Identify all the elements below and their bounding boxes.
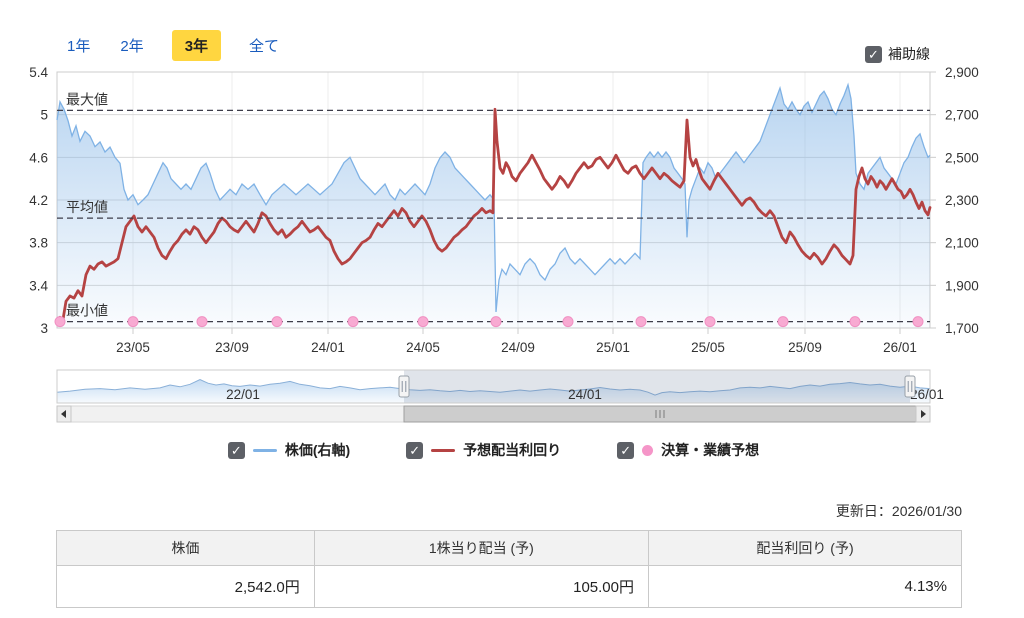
earnings-dot[interactable] xyxy=(127,316,139,328)
earnings-dot[interactable] xyxy=(704,316,716,328)
right-axis-label: 2,100 xyxy=(945,236,979,251)
right-axis-label: 2,500 xyxy=(945,150,979,165)
navigator-selected-mask[interactable] xyxy=(404,370,910,403)
header-stock-price: 株価 xyxy=(56,530,315,566)
right-axis-label: 2,900 xyxy=(945,65,979,80)
legend-item-stock-price[interactable]: 株価(右軸) xyxy=(227,440,351,460)
legend-checkbox-earnings[interactable] xyxy=(617,441,635,459)
x-axis-label: 24/01 xyxy=(311,340,345,355)
header-dividend-yield: 配当利回り (予) xyxy=(648,530,962,566)
legend-checkbox-dividend-yield[interactable] xyxy=(406,441,424,459)
helper-line-checkbox-icon[interactable] xyxy=(865,45,882,63)
navigator-border xyxy=(56,369,931,404)
navigator-line xyxy=(56,379,931,396)
value-stock-price: 2,542.0円 xyxy=(56,565,315,608)
earnings-dot[interactable] xyxy=(635,316,647,328)
min-label: 最小値 xyxy=(66,303,108,319)
earnings-dot[interactable] xyxy=(490,316,502,328)
dividend-yield-line xyxy=(55,107,932,323)
left-axis-label: 3 xyxy=(40,321,48,336)
left-arrow-icon xyxy=(61,410,66,418)
dividend-yield-line-icon xyxy=(431,448,456,452)
earnings-dot[interactable] xyxy=(54,316,66,328)
left-axis-label: 4.2 xyxy=(29,193,48,208)
range-button-1y[interactable]: 1年 xyxy=(67,38,91,55)
earnings-dot[interactable] xyxy=(912,316,924,328)
updated-date: 更新日：2026/01/30 xyxy=(835,503,962,519)
stock-price-line xyxy=(56,82,931,313)
helper-line-label: 補助線 xyxy=(888,46,930,62)
earnings-dot[interactable] xyxy=(196,316,208,328)
legend-label-dividend-yield: 予想配当利回り xyxy=(463,442,562,458)
stock-price-line-icon xyxy=(252,448,277,452)
navigator-axis-label: 26/01 xyxy=(910,387,944,402)
value-dividend-per-share: 105.00円 xyxy=(313,565,650,608)
right-arrow-icon xyxy=(921,410,926,418)
earnings-dot[interactable] xyxy=(777,316,789,328)
main-chart-svg: 23/05 23/09 24/01 24/05 24/09 25/01 25/05 25/09… xyxy=(29,65,979,423)
navigator-area xyxy=(57,379,930,403)
x-axis-label: 24/05 xyxy=(406,340,440,355)
navigator-handle-right[interactable] xyxy=(904,375,916,398)
navigator-axis-label: 24/01 xyxy=(568,387,602,402)
x-axis-label: 23/05 xyxy=(116,340,150,355)
range-button-2y[interactable]: 2年 xyxy=(120,38,144,55)
x-axis-label: 25/01 xyxy=(596,340,630,355)
navigator-axis-label: 22/01 xyxy=(226,387,260,402)
chart-area: 23/05 23/09 24/01 24/05 24/09 25/01 25/05 25/09… xyxy=(29,65,979,423)
x-axis-label: 25/05 xyxy=(691,340,725,355)
legend-checkbox-stock-price[interactable] xyxy=(227,441,245,459)
max-label: 最大値 xyxy=(66,91,108,107)
right-axis-label: 2,700 xyxy=(945,108,979,123)
left-axis-label: 4.6 xyxy=(29,150,48,165)
earnings-dot[interactable] xyxy=(849,316,861,328)
x-axis-label: 24/09 xyxy=(501,340,535,355)
summary-table-wrap: 株価 1株当り配当 (予) 配当利回り (予) 2,542.0円 105.00円… xyxy=(56,530,962,608)
right-axis-label: 1,900 xyxy=(945,278,979,293)
x-axis-label: 23/09 xyxy=(215,340,249,355)
x-axis-label: 25/09 xyxy=(788,340,822,355)
legend-item-dividend-yield[interactable]: 予想配当利回り xyxy=(406,440,561,460)
earnings-dot[interactable] xyxy=(271,316,283,328)
legend-label-earnings: 決算・業績予想 xyxy=(661,442,760,458)
avg-label: 平均値 xyxy=(66,199,108,215)
right-axis-label: 1,700 xyxy=(945,321,979,336)
earnings-dot[interactable] xyxy=(417,316,429,328)
left-axis-label: 3.4 xyxy=(29,278,48,293)
right-axis-label: 2,300 xyxy=(945,193,979,208)
navigator-handle-left[interactable] xyxy=(398,375,410,398)
legend-item-earnings[interactable]: 決算・業績予想 xyxy=(617,440,759,460)
range-button-all[interactable]: 全て xyxy=(249,38,280,55)
header-dividend-per-share: 1株当り配当 (予) xyxy=(313,530,650,566)
value-dividend-yield: 4.13% xyxy=(648,565,962,608)
earnings-dot[interactable] xyxy=(562,316,574,328)
left-axis-label: 5.4 xyxy=(29,65,48,80)
earnings-dot-icon xyxy=(642,444,654,456)
helper-line-toggle[interactable]: 補助線 xyxy=(865,44,930,64)
range-button-3y[interactable]: 3年 xyxy=(171,30,222,61)
earnings-dot[interactable] xyxy=(347,316,359,328)
range-toolbar: 1年 2年 3年 全て xyxy=(65,30,281,61)
summary-table: 株価 1株当り配当 (予) 配当利回り (予) 2,542.0円 105.00円… xyxy=(56,530,962,608)
chart-legend: 株価(右軸) 予想配当利回り 決算・業績予想 xyxy=(57,440,930,460)
legend-label-stock-price: 株価(右軸) xyxy=(284,442,351,458)
x-axis-label: 26/01 xyxy=(883,340,917,355)
left-axis-label: 5 xyxy=(40,108,48,123)
left-axis-label: 3.8 xyxy=(29,236,48,251)
